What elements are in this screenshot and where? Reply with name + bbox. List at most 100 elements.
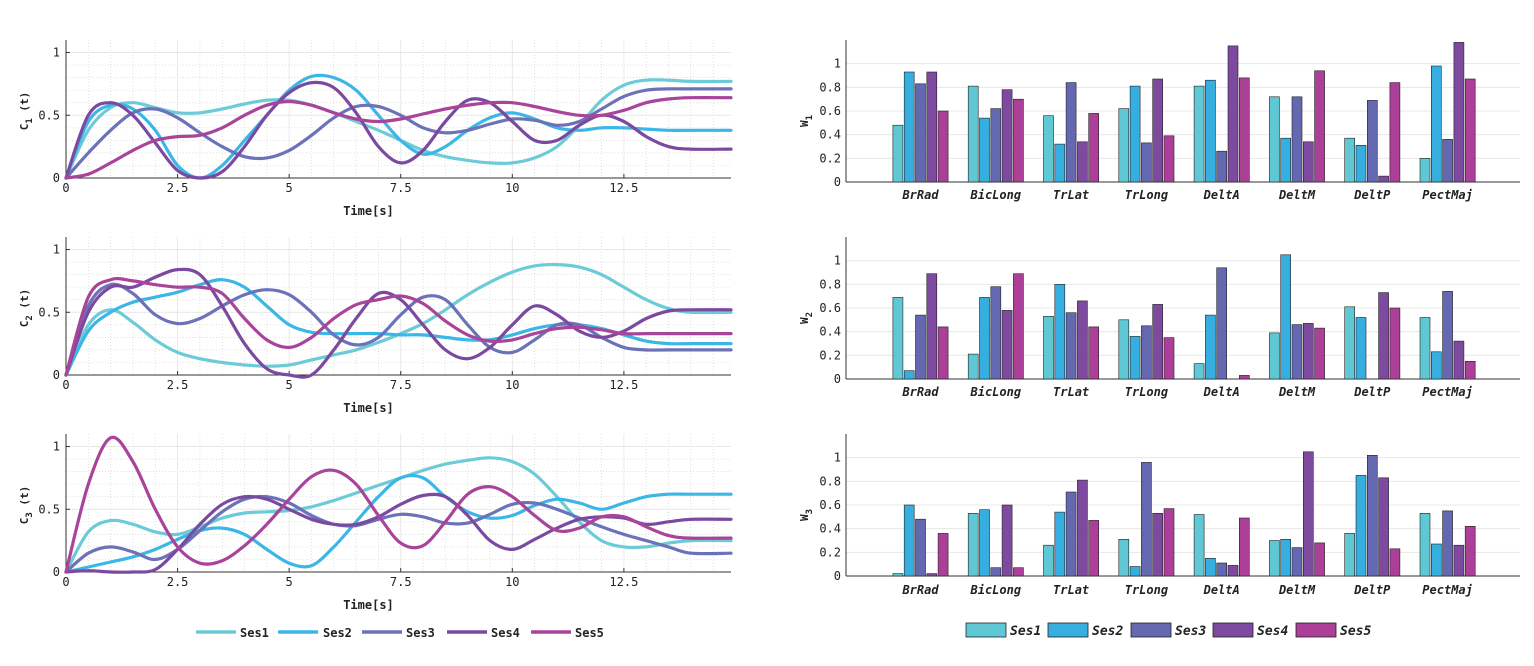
category-label: DeltA [1203,583,1240,597]
bar-chart-w3: 0 0.2 0.4 0.6 0.8 1 BrRad BicLong TrLat TrLong Del… [798,434,1520,597]
y-tick-label: 0.2 [819,151,841,165]
category-label: DeltP [1353,583,1391,597]
legend-label-ses2: Ses2 [1092,624,1123,639]
bar-ses3-trlat [1065,82,1077,183]
category-label: BrRad [901,188,939,202]
category-label: DeltP [1353,385,1391,399]
bar-ses1-pectmaj [1419,158,1431,183]
bar-ses5-delta [1239,517,1250,577]
y-tick-label: 0.8 [819,474,841,488]
bar-ses1-deltp [1344,533,1355,577]
legend-left: Ses1 Ses2 Ses3 Ses4 Ses5 [196,626,604,640]
series-line-ses2 [64,473,733,574]
bar-ses3-deltm [1291,547,1303,577]
bar-chart-w2: 0 0.2 0.4 0.6 0.8 1 BrRad BicLong TrLat TrLong Del… [798,237,1520,399]
category-label: TrLat [1053,583,1089,597]
y-tick-label: 0.5 [38,108,60,122]
bar-ses2-trlong [1129,85,1141,183]
bar-ses1-delta [1193,514,1205,577]
legend-label-ses4: Ses4 [1257,624,1288,639]
x-tick-label: 0 [62,378,69,392]
category-label: TrLong [1125,188,1168,202]
bar-ses1-deltp [1344,306,1355,380]
bar-ses3-deltm [1291,324,1303,380]
bar-ses2-deltm [1280,538,1291,577]
y-axis-label: W3 [798,509,815,521]
legend-label-ses3: Ses3 [406,626,435,640]
bar-chart-w1: 0 0.2 0.4 0.6 0.8 1 BrRad BicLong TrLat TrLong Del… [798,40,1520,202]
bar-ses5-deltp [1389,307,1401,380]
bar-ses2-biclong [979,117,990,183]
y-tick-label: 0.6 [819,498,841,512]
bar-ses3-delta [1216,562,1227,577]
bar-ses2-deltm [1280,254,1291,380]
legend-label-ses1: Ses1 [1010,624,1041,639]
bar-ses5-deltm [1314,327,1325,380]
legend-swatch-ses5 [1295,622,1337,638]
x-tick-label: 5 [286,575,293,589]
series-line-ses1 [64,456,733,574]
x-tick-label: 5 [286,181,293,195]
legend-swatch-ses4 [1212,622,1254,638]
bar-ses1-delta [1193,85,1205,183]
y-axis-label: C3 (t) [18,486,35,525]
category-label: BrRad [901,385,939,399]
bar-ses2-deltp [1355,145,1367,183]
bar-ses2-pectmaj [1431,65,1442,183]
line-chart-c1: 0 2.5 5 7.5 10 12.5 0 0.5 1 Time[s] C1 (t) [18,40,733,218]
category-label: DeltM [1278,188,1316,202]
bar-ses5-biclong [1013,273,1024,380]
bar-ses2-trlat [1054,511,1066,577]
bar-ses5-trlong [1163,135,1175,183]
bar-ses2-delta [1205,79,1216,183]
legend-swatch-ses3 [1130,622,1172,638]
bar-ses2-delta [1205,314,1216,380]
category-label: TrLong [1125,583,1168,597]
bar-ses1-trlong [1118,108,1130,183]
bar-ses1-deltp [1344,137,1355,183]
bar-ses4-biclong [1001,89,1013,183]
category-label: TrLat [1053,188,1089,202]
bar-ses2-trlong [1129,336,1141,380]
legend-label-ses1: Ses1 [240,626,269,640]
bar-ses3-delta [1216,267,1227,380]
bar-ses4-deltm [1303,451,1314,577]
bar-ses3-biclong [990,286,1002,380]
bar-ses2-brrad [903,370,915,380]
category-label: PectMaj [1422,385,1473,399]
bar-ses2-biclong [979,297,990,380]
y-tick-label: 1 [53,243,60,257]
bar-ses1-brrad [892,573,904,577]
bar-ses3-trlong [1141,462,1152,577]
y-tick-label: 1 [53,46,60,60]
bar-ses4-pectmaj [1453,42,1465,183]
legend-label-ses3: Ses3 [1175,624,1206,639]
bar-ses2-brrad [903,504,915,577]
bar-ses4-trlong [1152,78,1163,183]
bar-ses1-pectmaj [1419,512,1431,577]
x-tick-label: 7.5 [390,378,412,392]
bar-ses1-trlat [1043,544,1054,577]
bar-ses4-pectmaj [1453,544,1465,577]
bar-ses5-trlong [1163,508,1175,577]
category-label: DeltM [1278,385,1316,399]
category-label: DeltA [1203,385,1240,399]
bar-ses3-trlong [1141,325,1152,380]
bar-ses5-deltp [1389,548,1401,577]
bar-ses2-pectmaj [1431,543,1442,577]
category-label: DeltM [1278,583,1316,597]
bar-ses5-delta [1239,77,1250,183]
bar-ses3-trlat [1065,312,1077,380]
bar-ses1-trlat [1043,315,1054,380]
bar-ses5-biclong [1013,567,1024,577]
bar-ses4-trlong [1152,304,1163,380]
category-label: DeltA [1203,188,1240,202]
bar-ses5-pectmaj [1464,360,1476,380]
category-label: BrRad [901,583,939,597]
legend-label-ses4: Ses4 [491,626,520,640]
y-tick-label: 0 [834,372,841,386]
legend-label-ses2: Ses2 [323,626,352,640]
bar-ses1-trlat [1043,115,1054,183]
bar-ses4-deltp [1378,175,1389,183]
bar-ses4-deltp [1378,292,1389,380]
